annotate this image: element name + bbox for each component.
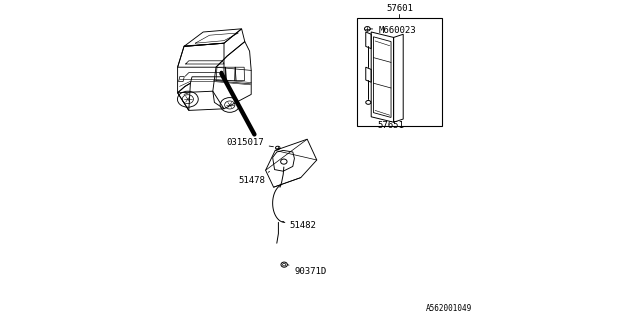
Ellipse shape bbox=[220, 71, 223, 73]
Bar bbox=[357, 18, 442, 126]
Text: A562001049: A562001049 bbox=[426, 304, 472, 313]
Text: 0315017: 0315017 bbox=[226, 138, 273, 147]
Text: 57651: 57651 bbox=[378, 121, 404, 130]
Text: 90371D: 90371D bbox=[287, 265, 326, 276]
Text: 51478: 51478 bbox=[239, 172, 269, 185]
Text: 51482: 51482 bbox=[282, 221, 316, 230]
Text: 57601: 57601 bbox=[386, 4, 413, 13]
Text: M660023: M660023 bbox=[370, 26, 416, 35]
